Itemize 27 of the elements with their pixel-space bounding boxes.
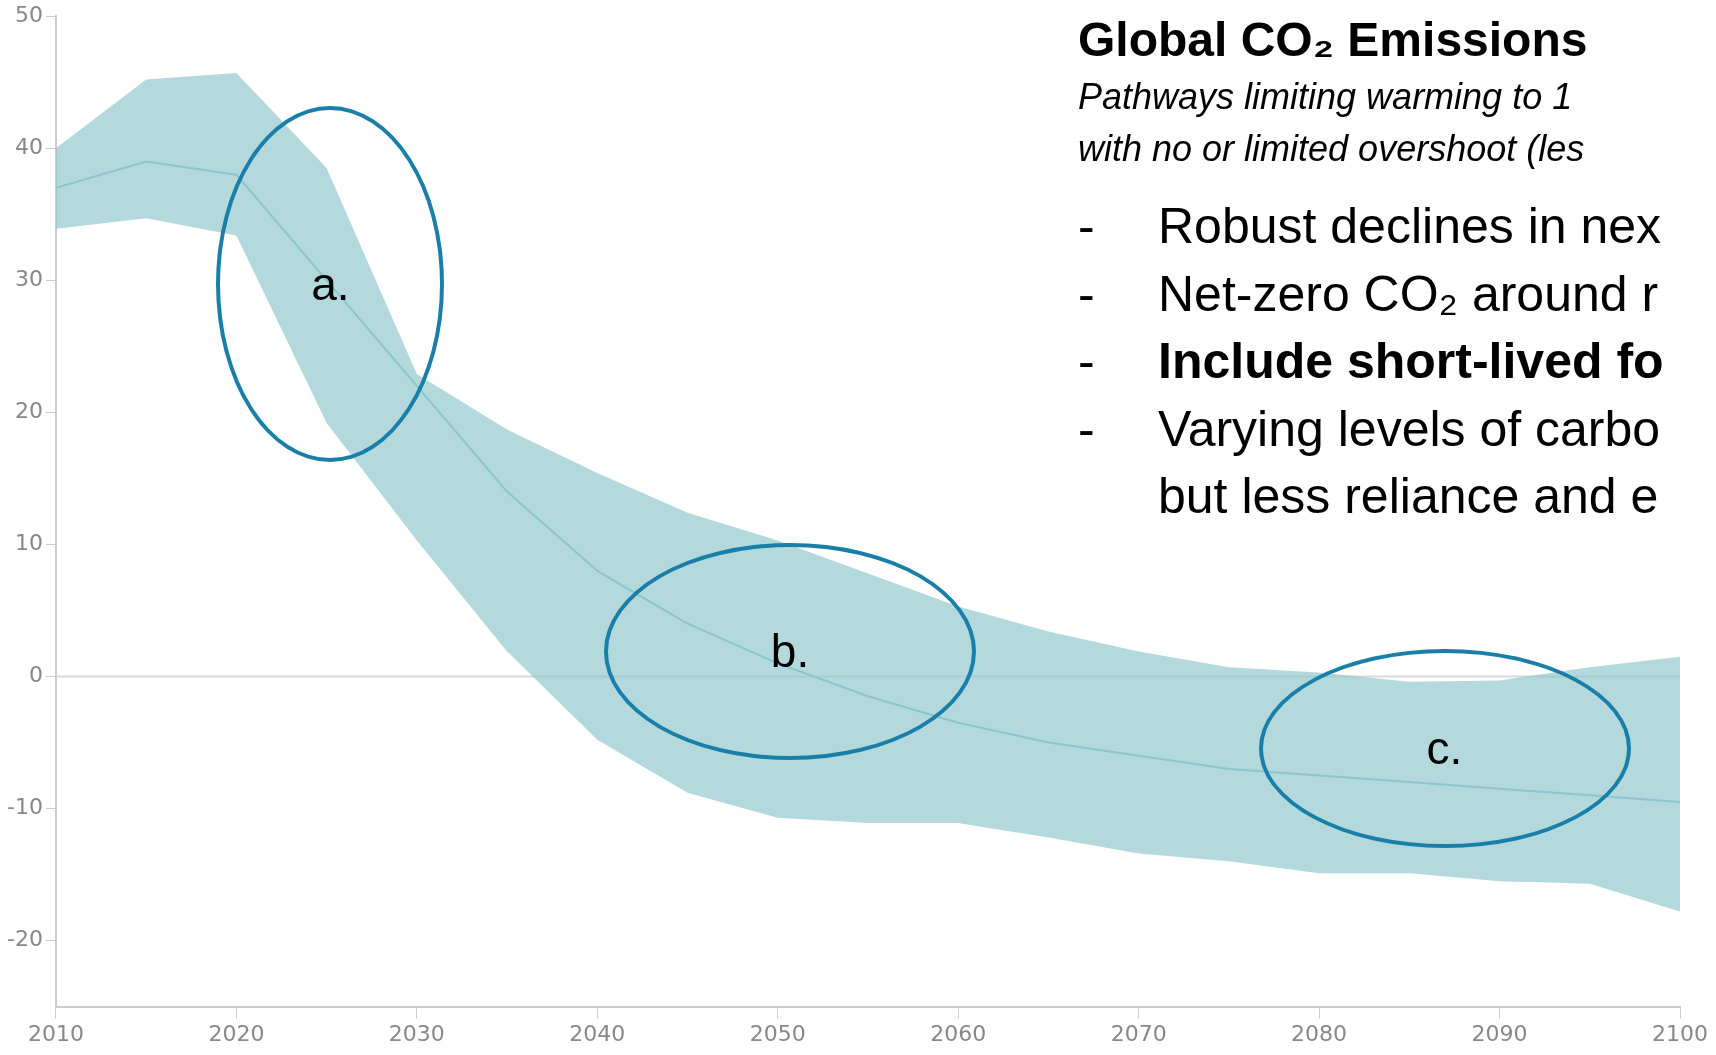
x-tick-label: 2020 [208,1020,265,1046]
y-tick-label: 30 [14,266,43,292]
x-tick-label: 2070 [1110,1020,1167,1046]
x-tick-label: 2040 [569,1020,626,1046]
x-tick-label: 2010 [27,1020,84,1046]
y-tick-label: 20 [14,398,43,424]
text: - Include short-lived fo [1078,333,1664,390]
text: - Robust declines in nex [1078,198,1662,255]
x-tick-label: 2030 [388,1020,445,1046]
chart-title: Global CO₂ Emissions [1078,12,1589,67]
x-tick-label: 2050 [749,1020,806,1046]
y-tick-label: -20 [7,926,43,952]
y-tick-label: 0 [28,662,43,688]
y-tick-label: 40 [14,133,43,159]
text: - Varying levels of carbo but less reliance and e [1078,400,1661,525]
annotation: b. [770,624,810,679]
y-tick-label: 10 [14,530,43,556]
annotation: c. [1426,721,1463,776]
y-tick-label: 50 [14,1,43,27]
x-tick-label: 2090 [1471,1020,1528,1046]
x-tick-label: 2100 [1652,1020,1708,1046]
x-tick-label: 2060 [930,1020,987,1046]
text: - Net-zero CO₂ around r [1078,265,1659,322]
x-tick-label: 2080 [1291,1020,1348,1046]
annotation: a. [311,256,350,311]
y-tick-label: -10 [7,794,43,820]
text: Pathways limiting warming to 1 with no or limited overshoot (les [1078,75,1586,172]
